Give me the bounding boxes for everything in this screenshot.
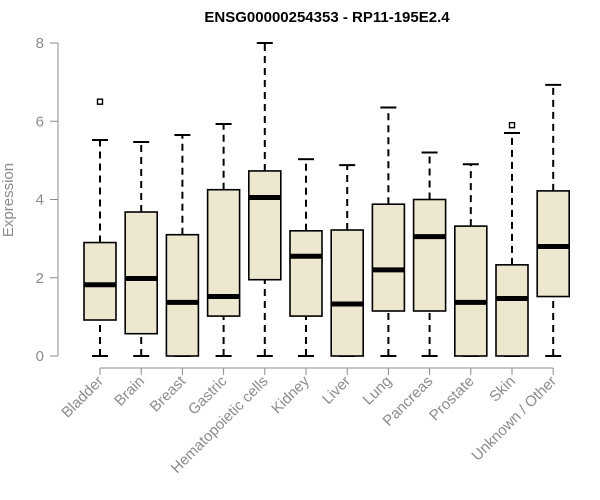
box-11	[536, 83, 571, 357]
iqr-box	[248, 170, 282, 281]
box-3	[206, 122, 241, 357]
x-tick-label: Lung	[360, 373, 396, 409]
iqr-box	[371, 203, 406, 312]
box-10	[495, 121, 529, 357]
x-tick-label: Breast	[147, 372, 190, 415]
x-tick: Prostate	[426, 368, 478, 424]
x-tick-label: Prostate	[426, 373, 478, 425]
chart-title: ENSG00000254353 - RP11-195E2.4	[204, 9, 450, 26]
iqr-box	[289, 230, 323, 317]
iqr-box	[453, 225, 488, 357]
x-tick-label: Bladder	[58, 373, 107, 422]
box-6	[330, 164, 365, 357]
x-tick: Breast	[147, 368, 190, 415]
y-tick: 0	[36, 348, 58, 365]
y-tick-label: 2	[36, 270, 44, 287]
y-tick: 8	[36, 35, 58, 52]
y-tick-label: 8	[36, 35, 44, 52]
box-4	[248, 42, 282, 357]
x-tick: Pancreas	[380, 368, 436, 430]
iqr-box	[495, 264, 529, 357]
outlier-point	[508, 121, 516, 129]
iqr-box	[165, 233, 200, 357]
y-tick: 2	[36, 270, 58, 287]
box-0	[83, 98, 117, 357]
iqr-box	[412, 198, 447, 312]
y-tick: 6	[36, 113, 58, 130]
iqr-box	[83, 241, 117, 321]
box-2	[165, 133, 200, 357]
box-5	[289, 158, 323, 357]
y-tick-label: 6	[36, 113, 44, 130]
y-tick-label: 0	[36, 348, 44, 365]
x-tick: Skin	[486, 368, 519, 405]
iqr-box	[124, 211, 158, 335]
box-7	[371, 106, 406, 357]
box-8	[412, 151, 447, 357]
y-axis-label: Expression	[0, 163, 17, 237]
boxes	[83, 42, 571, 357]
x-tick-label: Skin	[486, 373, 519, 406]
box-1	[124, 140, 158, 357]
y-tick-label: 4	[36, 192, 44, 209]
x-tick: Liver	[319, 368, 354, 408]
iqr-box	[536, 190, 571, 298]
x-tick-label: Liver	[319, 373, 354, 408]
box-9	[453, 163, 488, 357]
x-tick-label: Brain	[111, 373, 148, 410]
x-tick: Brain	[111, 368, 148, 410]
x-tick-label: Kidney	[268, 372, 313, 417]
y-ticks: 0 2 4 6 8	[36, 35, 58, 365]
x-tick: Kidney	[268, 368, 313, 417]
y-tick: 4	[36, 192, 58, 209]
outlier-point	[96, 98, 104, 105]
x-tick: Bladder	[58, 368, 107, 421]
iqr-box	[330, 229, 365, 357]
x-tick: Lung	[360, 368, 396, 409]
